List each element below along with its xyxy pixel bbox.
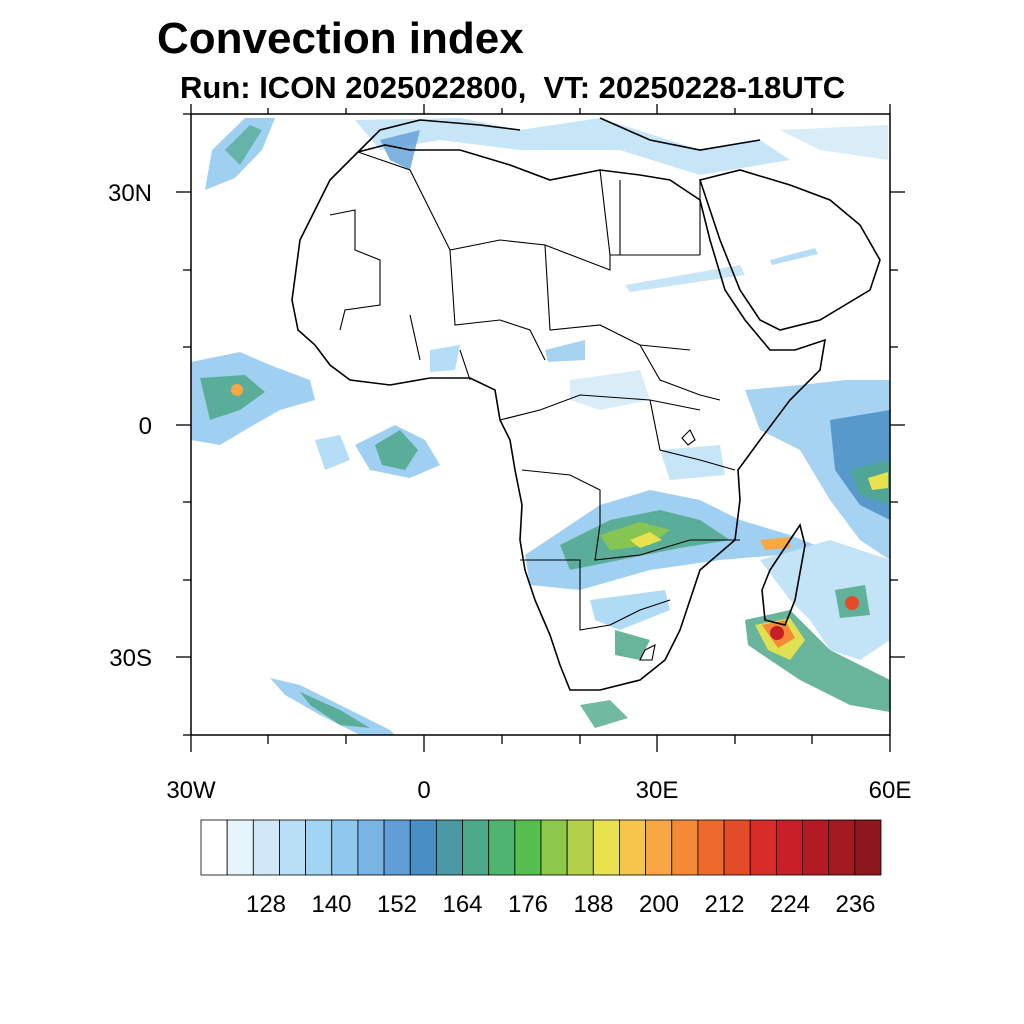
lat-label-0: 0 <box>139 413 152 440</box>
colorbar-label: 164 <box>442 891 482 918</box>
colorbar-swatch <box>540 819 568 876</box>
map-subtitle: Run: ICON 2025022800, VT: 20250228-18UTC <box>180 70 846 105</box>
colorbar-swatch <box>279 819 307 876</box>
colorbar-swatch <box>488 819 516 876</box>
colorbar-swatch <box>357 819 385 876</box>
lon-label-0: 0 <box>417 777 430 804</box>
colorbar-labels: 128 140 152 164 176 188 200 212 224 236 <box>246 891 876 918</box>
colorbar-swatch <box>331 819 359 876</box>
colorbar-swatch <box>566 819 594 876</box>
colorbar-label: 212 <box>704 891 744 918</box>
colorbar-swatch <box>854 819 882 876</box>
coastlines <box>291 117 881 691</box>
axis-ticks <box>176 104 905 752</box>
colorbar-label: 224 <box>770 891 810 918</box>
colorbar-swatch <box>514 819 542 876</box>
colorbar-label: 236 <box>835 891 875 918</box>
colorbar-swatch <box>775 819 803 876</box>
colorbar-swatch <box>802 819 830 876</box>
colorbar-swatch <box>435 819 463 876</box>
colorbar-swatch <box>462 819 490 876</box>
lat-label-30n: 30N <box>108 180 152 207</box>
colorbar-swatch <box>723 819 751 876</box>
colorbar-swatch <box>383 819 411 876</box>
convection-field <box>191 118 890 735</box>
colorbar-label: 188 <box>573 891 613 918</box>
colorbar-label: 140 <box>311 891 351 918</box>
colorbar-swatch <box>828 819 856 876</box>
colorbar-label: 176 <box>508 891 548 918</box>
lon-label-60e: 60E <box>869 777 912 804</box>
colorbar-label: 200 <box>639 891 679 918</box>
colorbar-swatch <box>200 819 228 876</box>
colorbar-swatch <box>645 819 673 876</box>
colorbar-swatch <box>252 819 280 876</box>
colorbar-swatch <box>619 819 647 876</box>
colorbar-swatch <box>749 819 777 876</box>
colorbar-swatch <box>409 819 437 876</box>
colorbar-label: 152 <box>377 891 417 918</box>
colorbar-swatch <box>697 819 725 876</box>
lat-label-30s: 30S <box>109 645 152 672</box>
colorbar-swatch <box>592 819 620 876</box>
colorbar-swatch <box>226 819 254 876</box>
colorbar-swatch <box>305 819 333 876</box>
colorbar-swatch <box>671 819 699 876</box>
country-borders <box>329 151 740 661</box>
lon-label-30w: 30W <box>166 777 216 804</box>
colorbar <box>200 819 882 876</box>
map-title: Convection index <box>157 14 524 63</box>
colorbar-label: 128 <box>246 891 286 918</box>
lon-label-30e: 30E <box>636 777 679 804</box>
